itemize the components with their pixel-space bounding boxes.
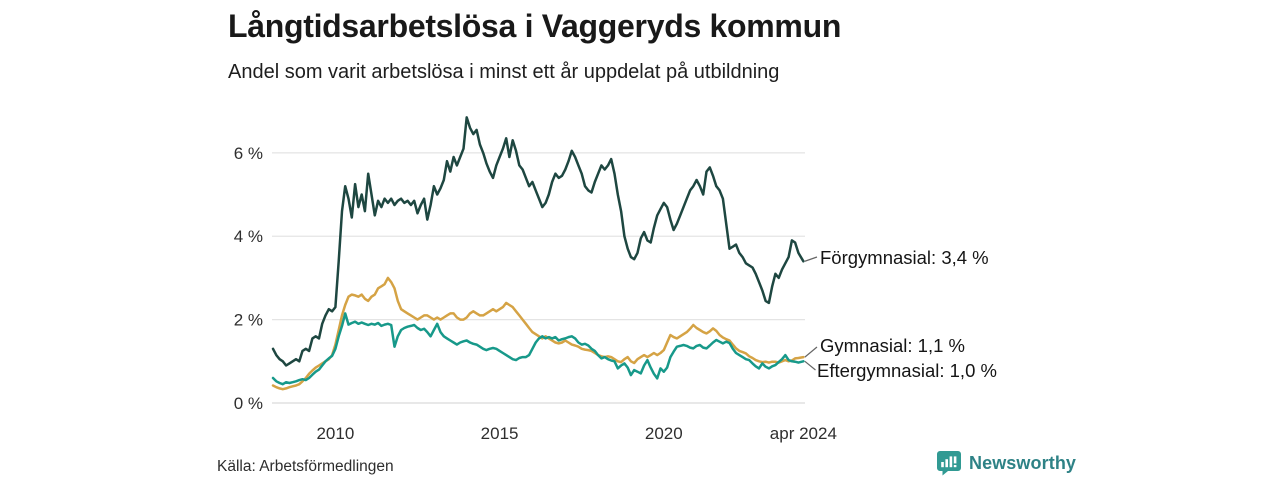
y-axis-label: 6 % xyxy=(234,144,263,163)
bar-chart-speech-bubble-icon xyxy=(937,451,961,476)
source-note: Källa: Arbetsförmedlingen xyxy=(217,458,394,475)
y-axis-label: 0 % xyxy=(234,394,263,413)
series-line-eftergymnasial xyxy=(271,312,805,386)
series-line-gymnasial xyxy=(271,276,805,391)
label-connector-eftergymnasial xyxy=(804,360,816,371)
newsworthy-brand: Newsworthy xyxy=(936,450,1076,476)
page-subtitle: Andel som varit arbetslösa i minst ett å… xyxy=(228,61,780,83)
x-axis-label: 2020 xyxy=(645,424,683,443)
y-axis-label: 2 % xyxy=(234,311,263,330)
page-title: Långtidsarbetslösa i Vaggeryds kommun xyxy=(228,8,842,44)
newsworthy-wordmark: Newsworthy xyxy=(969,452,1077,473)
x-axis-label: 2015 xyxy=(481,424,519,443)
y-axis-label: 4 % xyxy=(234,227,263,246)
x-axis-label: 2010 xyxy=(316,424,354,443)
series-end-label-eftergymnasial: Eftergymnasial: 1,0 % xyxy=(817,360,997,381)
series-line-förgymnasial xyxy=(271,116,805,367)
x-axis-label: apr 2024 xyxy=(770,424,837,443)
series-end-label-gymnasial: Gymnasial: 1,1 % xyxy=(820,335,965,356)
series-end-label-forgymnasial: Förgymnasial: 3,4 % xyxy=(820,247,989,268)
label-connector-förgymnasial xyxy=(804,256,818,262)
label-connector-gymnasial xyxy=(804,346,818,358)
